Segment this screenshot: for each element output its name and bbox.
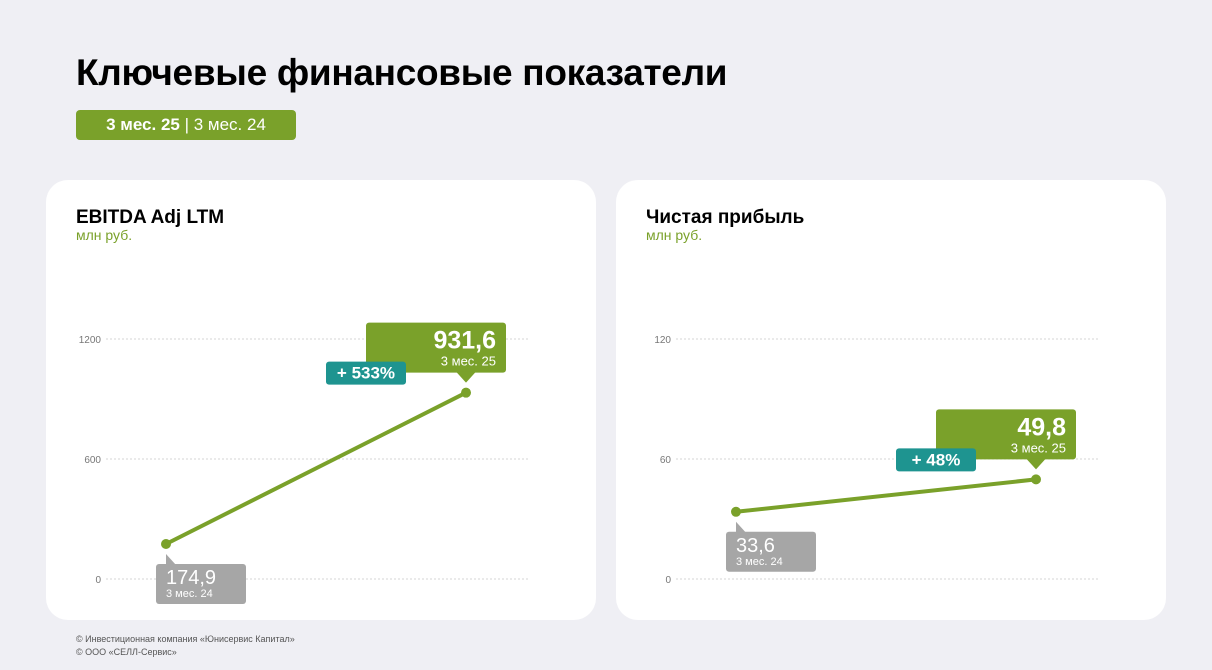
current-period-label: 3 мес. 25: [441, 354, 496, 369]
footer-copyright-1: © Инвестиционная компания «Юнисервис Кап…: [76, 634, 295, 644]
series-line: [164, 390, 468, 547]
change-badge: [896, 448, 976, 472]
page-title: Ключевые финансовые показатели: [76, 52, 728, 93]
callout-pointer: [1026, 458, 1046, 470]
series-line: [734, 477, 1038, 514]
data-point: [161, 539, 171, 550]
prev-value-label: 174,9: [166, 567, 216, 589]
y-tick-label: 600: [84, 455, 101, 466]
change-badge: [326, 361, 406, 385]
prev-period-label: 3 мес. 24: [166, 588, 213, 600]
period-current: 3 мес. 25: [106, 115, 180, 134]
ebitda-chart-card: EBITDA Adj LTM млн руб. 0 600 1200 174,9 3 м…: [46, 180, 596, 620]
net-profit-chart-card: Чистая прибыль млн руб. 0 60 120 33,6 3 мес.…: [616, 180, 1166, 620]
current-period-label: 3 мес. 25: [1011, 440, 1066, 455]
y-tick-label: 120: [654, 335, 671, 346]
prev-period-label: 3 мес. 24: [736, 556, 783, 568]
data-point: [1031, 474, 1041, 485]
period-prev: 3 мес. 24: [193, 115, 266, 134]
data-point: [461, 387, 471, 398]
callout-pointer: [736, 521, 746, 533]
y-tick-label: 1200: [79, 335, 102, 346]
y-tick-label: 0: [95, 575, 101, 586]
prev-value-label: 33,6: [736, 535, 775, 557]
chart-title: EBITDA Adj LTM: [76, 207, 225, 228]
prev-value-callout: [156, 564, 246, 605]
chart-unit: млн руб.: [646, 227, 703, 243]
net-profit-line-chart: 0 60 120 33,63 мес. 24 49,83 мес. 25 + 48%: [654, 335, 1098, 586]
change-label: + 48%: [912, 450, 961, 469]
current-value-callout: [366, 322, 506, 373]
callout-pointer: [166, 554, 176, 566]
prev-value-callout: [726, 531, 816, 572]
y-tick-label: 60: [660, 455, 672, 466]
callout-pointer: [456, 371, 476, 383]
change-label: + 533%: [337, 364, 395, 383]
current-value-label: 931,6: [433, 327, 496, 355]
current-value-callout: [936, 409, 1076, 460]
y-tick-label: 0: [665, 575, 671, 586]
chart-unit: млн руб.: [76, 227, 133, 243]
chart-title: Чистая прибыль: [646, 207, 805, 228]
current-value-label: 49,8: [1017, 413, 1066, 441]
footer: © Инвестиционная компания «Юнисервис Кап…: [76, 633, 295, 659]
period-badge: 3 мес. 25 | 3 мес. 24: [76, 110, 296, 140]
data-point: [731, 506, 741, 517]
ebitda-line-chart: 0 600 1200 174,93 мес. 24 931,63 мес. 25 + 53…: [79, 322, 528, 605]
period-separator: |: [179, 115, 194, 134]
footer-copyright-2: © ООО «СЕЛЛ-Сервис»: [76, 647, 177, 657]
